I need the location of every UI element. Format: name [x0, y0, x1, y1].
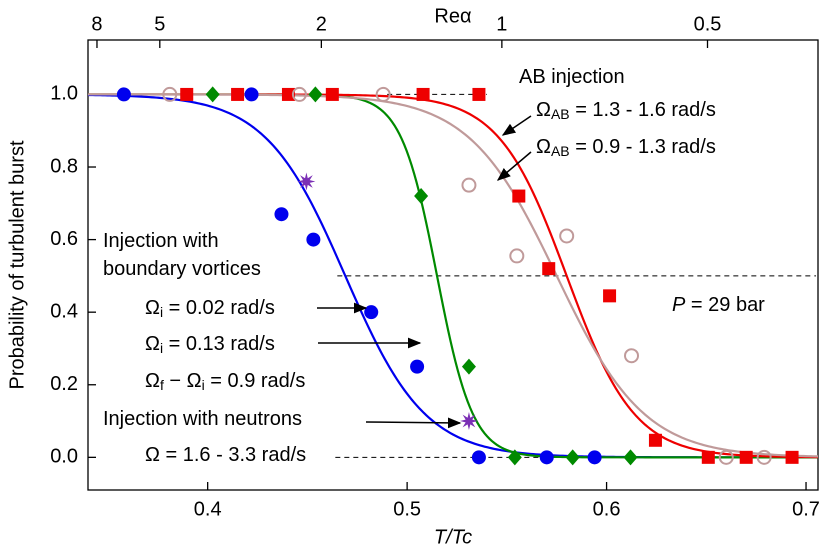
- data-point: [624, 348, 640, 364]
- y-tick-label: 1.0: [50, 83, 78, 105]
- data-point: [325, 87, 339, 101]
- y-tick-label: 0.8: [50, 155, 78, 177]
- data-point: [472, 87, 486, 101]
- data-point: [306, 232, 321, 247]
- data-point: [364, 305, 379, 320]
- data-point: [297, 172, 316, 191]
- annotation-part: Ω: [145, 370, 160, 392]
- y-tick-label: 0.2: [50, 373, 78, 395]
- data-point: [416, 87, 430, 101]
- y-axis-label: Probability of turbulent burst: [6, 140, 28, 389]
- y-tick-label: 0.4: [50, 300, 78, 322]
- annotation-part: Ω: [145, 297, 160, 319]
- annotation-part: i: [160, 340, 163, 356]
- annotation-part: = 0.02 rad/s: [163, 297, 275, 319]
- annotation-part: Ω: [536, 99, 551, 121]
- annotation-arrow: [365, 417, 462, 429]
- annotation-part: − Ω: [164, 370, 202, 392]
- top-tick-label: 0.5: [694, 13, 722, 35]
- data-point: [756, 449, 772, 465]
- annotation: ΩAB = 1.3 - 1.6 rad/s: [536, 99, 716, 122]
- annotation: boundary vortices: [103, 258, 261, 280]
- annotation-part: = 1.3 - 1.6 rad/s: [570, 99, 716, 121]
- y-tick-label: 0.6: [50, 228, 78, 250]
- annotation-part: AB: [551, 106, 570, 122]
- data-point: [461, 358, 476, 375]
- annotation: ΩAB = 0.9 - 1.3 rad/s: [536, 136, 716, 159]
- data-point: [274, 207, 289, 222]
- data-point: [565, 449, 580, 466]
- data-point: [542, 262, 556, 276]
- y-tick-label: 0.0: [50, 446, 78, 468]
- data-point: [739, 450, 753, 464]
- x-axis-label: T/Tc: [434, 526, 472, 548]
- data-point: [410, 359, 425, 374]
- data-point: [180, 87, 194, 101]
- annotation: Ω = 1.6 - 3.3 rad/s: [145, 444, 306, 466]
- data-point: [471, 450, 486, 465]
- data-point: [244, 87, 259, 102]
- top-tick-label: 1: [496, 13, 507, 35]
- data-point: [648, 433, 662, 447]
- annotation-part: AB injection: [519, 66, 625, 88]
- annotation-part: = 29 bar: [685, 294, 765, 316]
- data-point: [291, 86, 307, 102]
- top-tick-label: 8: [91, 13, 102, 35]
- annotation-part: boundary vortices: [103, 258, 261, 280]
- data-point: [785, 450, 799, 464]
- data-point: [603, 289, 617, 303]
- annotation-part: Injection with: [103, 230, 219, 252]
- annotation-part: i: [160, 304, 163, 320]
- data-point: [623, 449, 638, 466]
- data-point: [231, 87, 245, 101]
- data-point: [539, 450, 554, 465]
- annotation-arrow: [501, 115, 532, 136]
- annotation-part: f: [160, 377, 164, 393]
- top-axis-label: Reα: [434, 5, 471, 27]
- data-point: [559, 228, 575, 244]
- annotation-part: Ω: [145, 333, 160, 355]
- top-tick-label: 5: [154, 13, 165, 35]
- annotation: Ωi = 0.02 rad/s: [145, 297, 275, 320]
- annotation-part: P: [672, 294, 686, 316]
- annotation: P = 29 bar: [672, 294, 765, 316]
- data-point: [587, 450, 602, 465]
- annotation: AB injection: [519, 66, 625, 88]
- data-point: [375, 86, 391, 102]
- x-tick-label: 0.6: [593, 498, 621, 520]
- annotation-part: AB: [551, 143, 570, 159]
- x-tick-label: 0.4: [194, 498, 222, 520]
- data-point: [459, 412, 478, 431]
- data-point: [461, 177, 477, 193]
- annotation-part: i: [202, 377, 205, 393]
- data-point: [116, 87, 131, 102]
- annotation-part: = 0.13 rad/s: [163, 333, 275, 355]
- annotation-part: = 0.9 - 1.3 rad/s: [570, 136, 716, 158]
- data-point: [308, 86, 323, 103]
- data-point: [509, 248, 525, 264]
- data-point: [512, 189, 526, 203]
- data-point: [718, 449, 734, 465]
- annotation: Ωi = 0.13 rad/s: [145, 333, 275, 356]
- annotation: Ωf − Ωi = 0.9 rad/s: [145, 370, 305, 393]
- data-point: [701, 450, 715, 464]
- data-point: [205, 86, 220, 103]
- annotation: Injection with neutrons: [103, 408, 302, 430]
- data-point: [507, 449, 522, 466]
- annotation-part: = 0.9 rad/s: [205, 370, 306, 392]
- annotation-part: Ω: [536, 136, 551, 158]
- data-point: [162, 86, 178, 102]
- plot-frame: [87, 39, 819, 491]
- annotation-part: Ω = 1.6 - 3.3 rad/s: [145, 444, 306, 466]
- annotation: Injection with: [103, 230, 219, 252]
- annotation-part: Injection with neutrons: [103, 408, 302, 430]
- x-tick-label: 0.5: [393, 498, 421, 520]
- top-tick-label: 2: [316, 13, 327, 35]
- x-tick-label: 0.7: [792, 498, 820, 520]
- plot-area: [88, 86, 818, 466]
- annotation-arrow: [496, 151, 532, 181]
- data-point: [281, 87, 295, 101]
- data-point: [414, 188, 429, 205]
